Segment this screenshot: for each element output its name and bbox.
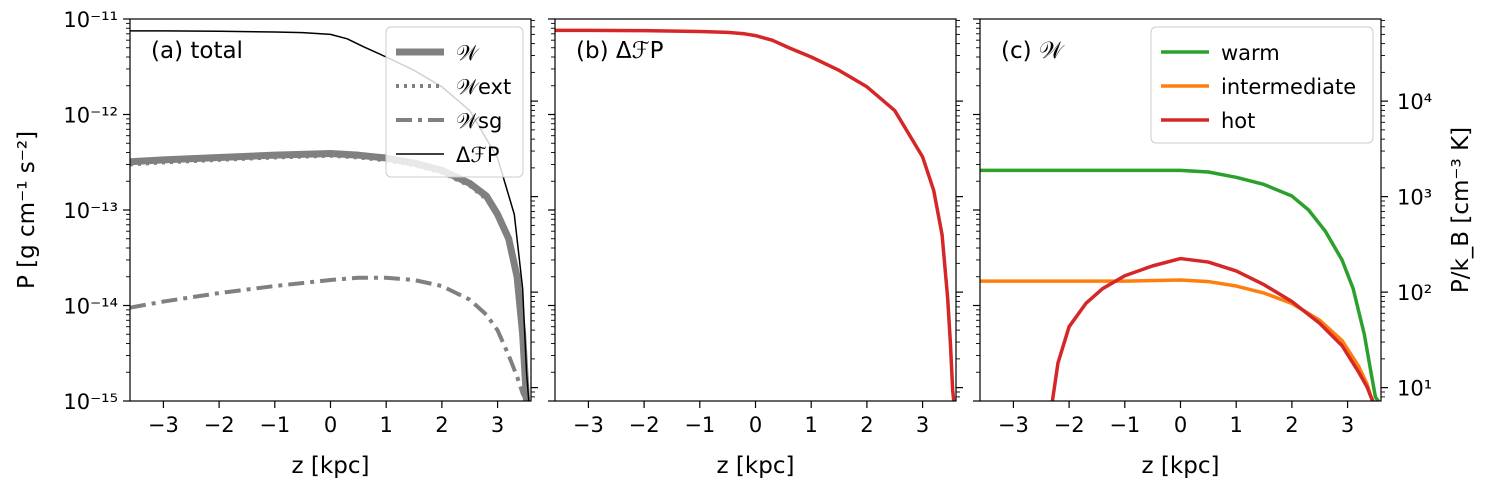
- legend-label: warm: [1221, 41, 1280, 65]
- series-group: [980, 168, 1380, 401]
- x-tick-label: −3: [573, 413, 604, 437]
- right-y-tick-label: 10²: [1397, 281, 1432, 305]
- series-line-s0: [555, 28, 956, 401]
- x-axis-label: z [kpc]: [292, 453, 370, 479]
- right-y-tick-label: 10⁴: [1397, 90, 1432, 114]
- legend-box: [1150, 26, 1374, 144]
- legend-label: 𝒲sg: [456, 109, 502, 133]
- series-group: [555, 28, 956, 401]
- x-tick-label: −3: [998, 413, 1029, 437]
- panel-c: −3 −2 −1 0 1 2 3 10¹ 10² 10³ 10⁴ z [kpc] P/k_B [cm⁻³…: [973, 18, 1474, 479]
- x-tick-label: −2: [1054, 413, 1085, 437]
- x-tick-label: −2: [204, 413, 235, 437]
- panel-label: (c) 𝒲: [1001, 38, 1065, 64]
- x-axis-label: z [kpc]: [717, 453, 795, 479]
- panels: −3 −2 −1 0 1 2 3 10⁻¹⁵ 10⁻¹⁴ 10⁻¹³ 10⁻¹² 10⁻¹¹ z [kp…: [14, 8, 1474, 479]
- x-tick-label: 1: [1230, 413, 1243, 437]
- panel-label: (b) ΔℱP: [576, 38, 664, 64]
- series-line-sg: [130, 275, 529, 401]
- x-tick-label: 0: [324, 413, 337, 437]
- legend: warm intermediate hot: [1150, 26, 1374, 144]
- legend-box: [385, 26, 524, 178]
- panel-b: −3 −2 −1 0 1 2 3 z [kpc] (b) ΔℱP: [548, 18, 963, 479]
- y-tick-label: 10⁻¹⁴: [63, 295, 118, 319]
- x-tick-label: −1: [1109, 413, 1140, 437]
- right-y-tick-label: 10³: [1397, 186, 1432, 210]
- axes-frame: [554, 18, 957, 402]
- panel-label: (a) total: [151, 38, 243, 64]
- x-tick-label: 1: [805, 413, 818, 437]
- legend-label: 𝒲: [456, 41, 480, 65]
- y-axis-label: P [g cm⁻¹ s⁻²]: [14, 131, 40, 289]
- x-tick-label: −3: [148, 413, 179, 437]
- y-tick-label: 10⁻¹⁵: [63, 390, 118, 414]
- series-line-hot: [1050, 256, 1375, 401]
- legend-label: hot: [1221, 109, 1255, 133]
- legend: 𝒲 𝒲ext 𝒲sg ΔℱP: [385, 26, 524, 178]
- x-tick-label: −1: [259, 413, 290, 437]
- series-line-intermediate: [980, 278, 1375, 401]
- x-tick-label: 3: [491, 413, 504, 437]
- panel-a: −3 −2 −1 0 1 2 3 10⁻¹⁵ 10⁻¹⁴ 10⁻¹³ 10⁻¹² 10⁻¹¹ z [kp…: [14, 8, 538, 479]
- y-tick-label: 10⁻¹³: [63, 199, 118, 223]
- x-tick-label: −2: [629, 413, 660, 437]
- x-tick-label: 3: [916, 413, 929, 437]
- x-tick-label: −1: [684, 413, 715, 437]
- x-tick-label: 0: [1174, 413, 1187, 437]
- series-line-warm: [980, 168, 1380, 401]
- x-axis-label: z [kpc]: [1142, 453, 1220, 479]
- legend-label: 𝒲ext: [456, 75, 511, 99]
- legend-label: intermediate: [1221, 75, 1356, 99]
- x-tick-label: 1: [380, 413, 393, 437]
- x-tick-label: 2: [860, 413, 873, 437]
- y-tick-label: 10⁻¹¹: [63, 8, 118, 32]
- y-tick-label: 10⁻¹²: [63, 104, 118, 128]
- x-tick-label: 2: [1285, 413, 1298, 437]
- right-y-axis-label: P/k_B [cm⁻³ K]: [1448, 127, 1474, 293]
- right-y-tick-label: 10¹: [1397, 377, 1432, 401]
- x-tick-label: 2: [435, 413, 448, 437]
- series-line-ext: [130, 153, 529, 401]
- series-line-s0: [130, 150, 531, 401]
- x-tick-label: 3: [1341, 413, 1354, 437]
- legend-label: ΔℱP: [456, 143, 500, 167]
- x-tick-label: 0: [749, 413, 762, 437]
